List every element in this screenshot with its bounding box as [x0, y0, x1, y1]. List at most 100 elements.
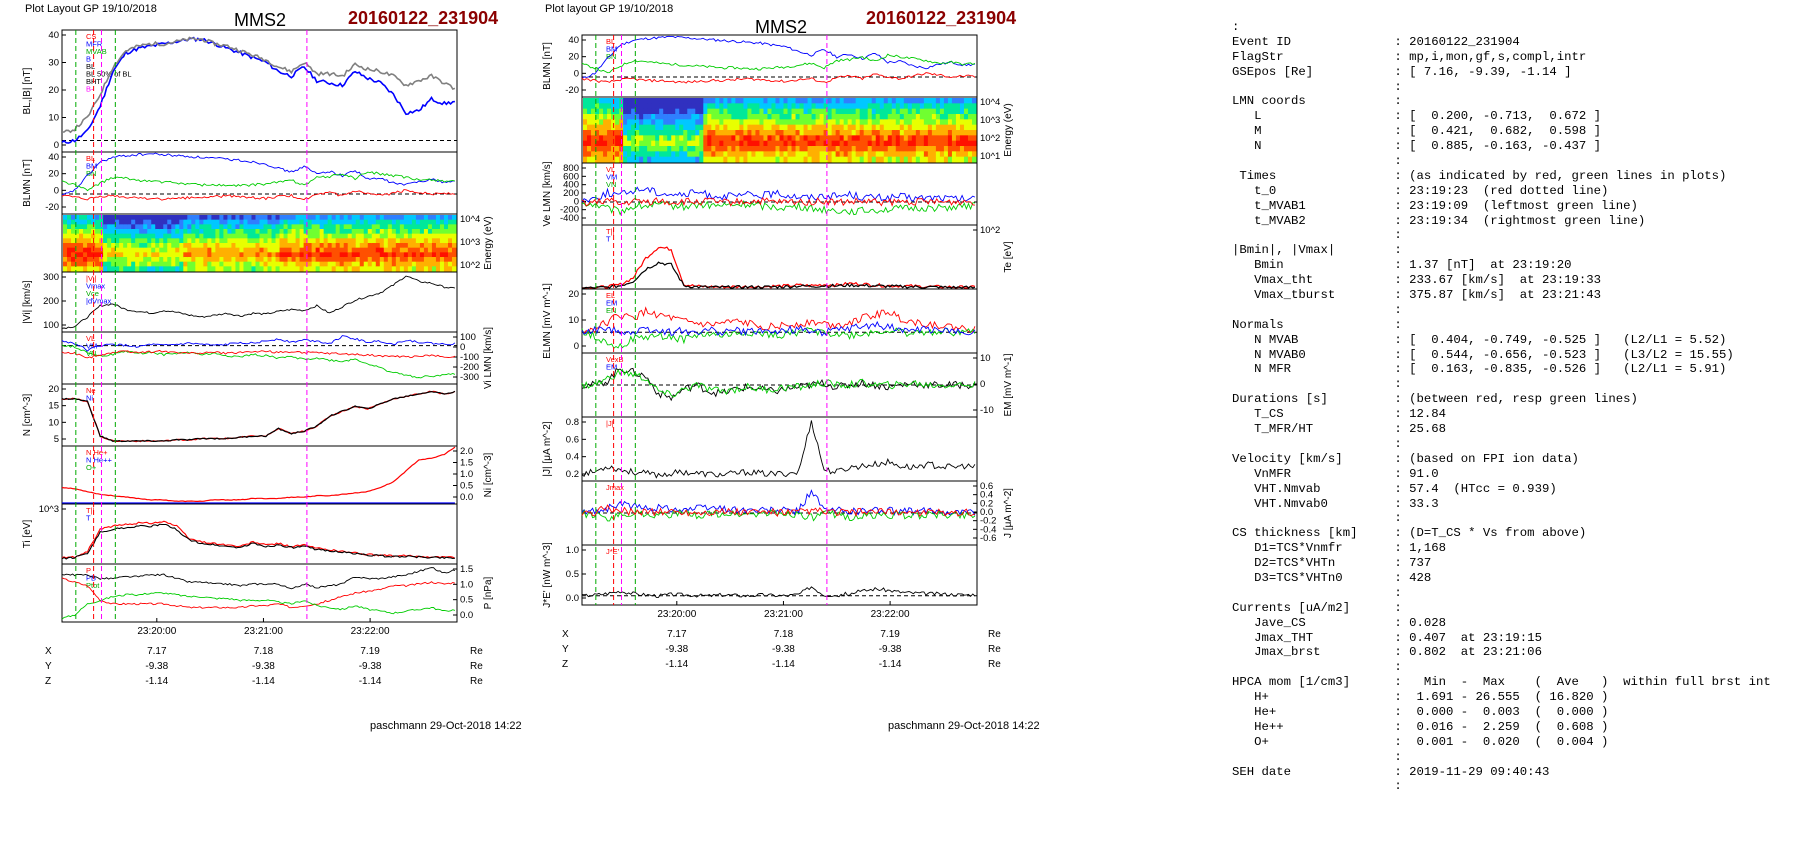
- spectrogram-cell: [307, 215, 313, 221]
- spectrogram-cell: [935, 98, 941, 104]
- spectrogram-cell: [955, 119, 961, 126]
- spectrogram-cell: [835, 151, 841, 158]
- spectrogram-cell: [203, 238, 208, 244]
- spectrogram-cell: [851, 114, 857, 120]
- spectrogram-cell: [679, 140, 684, 147]
- spectrogram-cell: [103, 224, 108, 230]
- spectrogram-cell: [351, 215, 357, 221]
- spectrogram-cell: [711, 156, 716, 163]
- summary-value: :: [1394, 377, 1402, 392]
- spectrogram-cell: [899, 135, 905, 142]
- spectrogram-cell: [707, 98, 712, 104]
- spectrogram-cell: [315, 215, 321, 221]
- spectrogram-cell: [763, 103, 768, 110]
- summary-value: :: [1394, 585, 1402, 600]
- spectrogram-cell: [815, 146, 821, 152]
- spectrogram-cell: [431, 229, 437, 235]
- spectrogram-cell: [683, 114, 688, 120]
- spectrogram-cell: [591, 130, 596, 136]
- spectrogram-cell: [451, 261, 457, 267]
- y-tick-label: -200: [560, 205, 579, 216]
- spectrogram-cell: [659, 98, 664, 104]
- spectrogram-cell: [691, 140, 696, 147]
- spectrogram-cell: [435, 266, 441, 272]
- spectrogram-cell: [863, 135, 869, 142]
- spectrogram-cell: [779, 119, 785, 126]
- spectrogram-cell: [123, 266, 128, 272]
- ephemeris-axis-label: X: [45, 646, 52, 657]
- spectrogram-cell: [911, 146, 917, 152]
- spectrogram-cell: [971, 114, 977, 120]
- summary-value: : 23:19:34 (rightmost green line): [1394, 213, 1646, 228]
- summary-row: Velocity [km/s] : (based on FPI ion data…: [1232, 452, 1792, 467]
- spectrogram-cell: [99, 233, 104, 239]
- spectrogram-cell: [767, 108, 772, 115]
- spectrogram-cell: [399, 215, 405, 221]
- spectrogram-cell: [103, 219, 108, 225]
- spectrogram-cell: [927, 130, 933, 136]
- spectrogram-cell: [359, 233, 365, 239]
- spectrogram-cell: [319, 238, 325, 244]
- spectrogram-cell: [211, 257, 216, 263]
- spectrogram-cell: [147, 224, 152, 230]
- spectrogram-cell: [163, 215, 168, 221]
- spectrogram-cell: [895, 146, 901, 152]
- y-tick-label: 0.6: [566, 434, 579, 445]
- spectrogram-cell: [739, 114, 744, 120]
- spectrogram-cell: [843, 119, 849, 126]
- spectrogram-cell: [191, 229, 196, 235]
- spectrogram-cell: [131, 261, 136, 267]
- spectrogram-cell: [395, 224, 401, 230]
- spectrogram-cell: [819, 108, 825, 115]
- summary-value: :: [1394, 228, 1402, 243]
- spectrogram-cell: [583, 151, 588, 158]
- spectrogram-cell: [439, 266, 445, 272]
- spectrogram-cell: [707, 156, 712, 163]
- y-axis-label: |J| [μA m^-2]: [542, 421, 553, 476]
- spectrogram-cell: [911, 119, 917, 126]
- spectrogram-cell: [935, 124, 941, 131]
- spectrogram-cell: [399, 261, 405, 267]
- spectrogram-cell: [63, 261, 68, 267]
- spectrogram-cell: [955, 135, 961, 142]
- spectrogram-cell: [159, 261, 164, 267]
- spectrogram-cell: [183, 266, 188, 272]
- spectrogram-cell: [239, 219, 244, 225]
- spectrogram-cell: [151, 215, 156, 221]
- spectrogram-cell: [111, 252, 116, 258]
- spectrogram-cell: [923, 114, 929, 120]
- spectrogram-cell: [807, 124, 813, 131]
- spectrogram-cell: [279, 252, 285, 258]
- spectrogram-cell: [115, 238, 120, 244]
- spectrogram-cell: [283, 224, 289, 230]
- spectrogram-cell: [423, 257, 429, 263]
- spectrogram-cell: [623, 124, 628, 131]
- spectrogram-cell: [647, 130, 652, 136]
- spectrogram-cell: [591, 156, 596, 163]
- spectrogram-cell: [639, 119, 644, 126]
- spectrogram-cell: [643, 151, 648, 158]
- spectrogram-cell: [887, 130, 893, 136]
- summary-value: : 25.68: [1394, 422, 1447, 437]
- spectrogram-cell: [675, 135, 680, 142]
- y-tick-label: 0.8: [566, 417, 579, 428]
- spectrogram-cell: [383, 243, 389, 249]
- spectrogram-cell: [747, 119, 752, 126]
- spectrogram-cell: [363, 261, 369, 267]
- spectrogram-cell: [139, 252, 144, 258]
- spectrogram-cell: [247, 261, 252, 267]
- spectrogram-cell: [651, 124, 656, 131]
- spectrogram-cell: [335, 247, 341, 253]
- spectrogram-cell: [799, 130, 805, 136]
- spectrogram-cell: [883, 130, 889, 136]
- spectrogram-cell: [687, 98, 692, 104]
- spectrogram-cell: [791, 135, 797, 142]
- spectrogram-cell: [199, 219, 204, 225]
- spectrogram-cell: [823, 124, 829, 131]
- spectrogram-cell: [683, 98, 688, 104]
- spectrogram-cell: [367, 215, 373, 221]
- spectrogram-cell: [907, 146, 913, 152]
- spectrogram-cell: [643, 108, 648, 115]
- series-line: [61, 446, 456, 503]
- spectrogram-cell: [347, 252, 353, 258]
